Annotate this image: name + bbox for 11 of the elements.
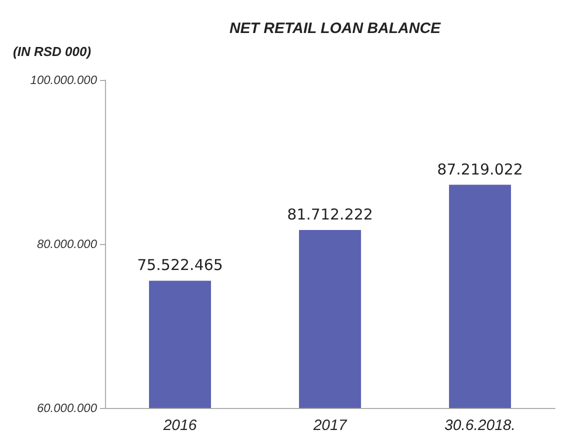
data-label: 87.219.022 <box>437 160 523 178</box>
x-tick-label: 30.6.2018. <box>444 417 516 434</box>
x-tick-label: 2017 <box>312 417 348 434</box>
data-label: 75.522.465 <box>137 256 223 274</box>
chart-title: NET RETAIL LOAN BALANCE <box>229 20 442 37</box>
y-tick-label: 100.000.000 <box>30 73 98 87</box>
data-label: 81.712.222 <box>287 205 373 224</box>
y-tick-label: 80.000.000 <box>36 237 98 251</box>
x-tick-label: 2016 <box>162 417 198 434</box>
y-tick-label: 60.000.000 <box>36 401 98 415</box>
y-axis-title: (IN RSD 000) <box>13 44 92 59</box>
